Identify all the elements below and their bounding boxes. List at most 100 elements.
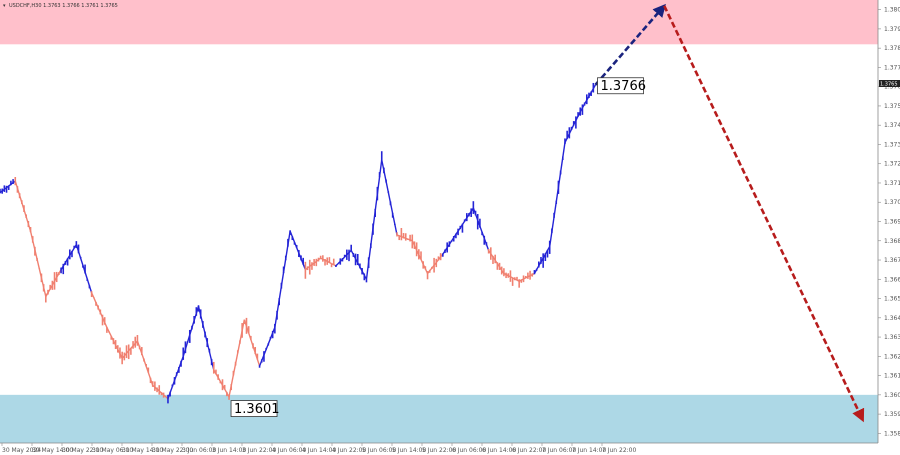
price-line [329, 261, 332, 265]
wave-segment-4 [60, 244, 77, 275]
price-line [106, 327, 110, 333]
price-line [34, 249, 38, 260]
current-price-value: 1.3765 [880, 82, 898, 88]
y-tick-label: 1.3745 [884, 122, 900, 129]
y-tick-label: 1.3625 [884, 353, 900, 360]
price-callout-text: 1.3766 [601, 79, 647, 94]
price-line [263, 349, 267, 356]
x-tick-label: 6 Jun 14:00 [482, 447, 516, 454]
x-tick-label: 4 Jun 14:00 [302, 447, 336, 454]
resistance-zone [0, 0, 878, 45]
x-tick-label: 3 Jun 14:00 [212, 447, 246, 454]
y-tick-label: 1.3585 [884, 430, 900, 437]
price-line [479, 225, 483, 233]
price-line [568, 129, 573, 135]
wave-segment-30 [457, 207, 474, 236]
y-tick-label: 1.3795 [884, 26, 900, 33]
x-tick-label: 31 May 14:00 [122, 447, 163, 454]
price-line [551, 216, 555, 232]
wave-segment-14 [212, 361, 230, 398]
price-line [108, 331, 112, 337]
price-line [378, 159, 383, 178]
price-callout: 1.3601 [230, 400, 280, 417]
price-line [562, 142, 566, 158]
wave-segment-11 [167, 356, 184, 404]
price-line [549, 231, 553, 247]
y-tick-label: 1.3695 [884, 219, 900, 226]
chart-menu-icon[interactable]: ▾ [3, 3, 6, 9]
wave-segment-36 [548, 142, 566, 254]
price-line [291, 236, 296, 243]
symbol-header: ▾ USDCHF,H30 1.3763 1.3766 1.3761 1.3765 [3, 3, 118, 9]
price-line [389, 202, 394, 214]
x-tick-label: 7 Jun 06:00 [542, 447, 576, 454]
x-tick-label: 31 May 06:00 [92, 447, 133, 454]
wave-segment-6 [90, 291, 108, 328]
price-line [234, 352, 239, 364]
y-tick-label: 1.3755 [884, 103, 900, 110]
wave-segment-13 [197, 305, 215, 370]
wave-segment-21 [319, 255, 337, 268]
wave-segment-16 [243, 317, 261, 367]
y-tick-label: 1.3735 [884, 141, 900, 148]
y-tick-label: 1.3665 [884, 276, 900, 283]
price-line [335, 263, 339, 267]
price-line [570, 124, 575, 130]
wave-segment-18 [274, 231, 291, 334]
x-tick-label: 4 Jun 22:00 [332, 447, 366, 454]
price-line [267, 338, 272, 345]
y-tick-label: 1.3715 [884, 180, 900, 187]
y-tick-label: 1.3765 [884, 84, 900, 91]
price-line [280, 272, 285, 287]
price-line [289, 230, 293, 237]
x-tick-label: 4 Jun 06:00 [272, 447, 306, 454]
price-line [575, 115, 579, 121]
price-line [341, 256, 346, 260]
price-callout-text: 1.3601 [234, 402, 279, 417]
price-line [169, 386, 173, 393]
price-line [387, 191, 392, 203]
wave-segment-23 [350, 244, 368, 281]
price-line [282, 258, 287, 273]
wave-segment-20 [304, 257, 322, 279]
y-tick-label: 1.3805 [884, 7, 900, 14]
wave-segment-26 [396, 228, 413, 242]
y-tick-label: 1.3775 [884, 64, 900, 71]
price-line [553, 201, 557, 217]
y-tick-label: 1.3685 [884, 238, 900, 245]
projection-down-arrow [663, 5, 865, 423]
wave-segment-19 [289, 230, 307, 270]
wave-segment-3 [45, 269, 62, 303]
price-line [90, 292, 95, 299]
y-tick-label: 1.3785 [884, 45, 900, 52]
x-tick-label: 31 May 22:00 [152, 447, 193, 454]
price-line [71, 247, 75, 253]
y-tick-label: 1.3655 [884, 296, 900, 303]
x-tick-label: 5 Jun 14:00 [392, 447, 426, 454]
price-line [163, 394, 167, 398]
price-line [36, 259, 40, 269]
x-tick-label: 6 Jun 06:00 [452, 447, 486, 454]
y-tick-label: 1.3615 [884, 373, 900, 380]
price-line [564, 137, 568, 143]
wave-segment-15 [228, 319, 245, 400]
wave-segment-25 [380, 151, 398, 236]
price-line [230, 374, 235, 386]
y-tick-label: 1.3605 [884, 392, 900, 399]
x-tick-label: 7 Jun 22:00 [602, 447, 636, 454]
wave-segment-31 [472, 201, 490, 251]
price-line [285, 244, 289, 259]
price-line [461, 220, 466, 225]
symbol-info-text: USDCHF,H30 1.3763 1.3766 1.3761 1.3765 [9, 3, 118, 9]
wave-segment-24 [365, 159, 383, 283]
wave-segment-17 [258, 327, 276, 368]
price-line [592, 84, 597, 89]
current-price-badge: 1.3765 [879, 80, 900, 88]
x-tick-label: 5 Jun 06:00 [362, 447, 396, 454]
x-tick-label: 6 Jun 22:00 [512, 447, 546, 454]
support-zone [0, 394, 878, 443]
x-tick-label: 30 May 14:00 [32, 447, 73, 454]
y-tick-label: 1.3645 [884, 315, 900, 322]
price-line [217, 377, 221, 382]
